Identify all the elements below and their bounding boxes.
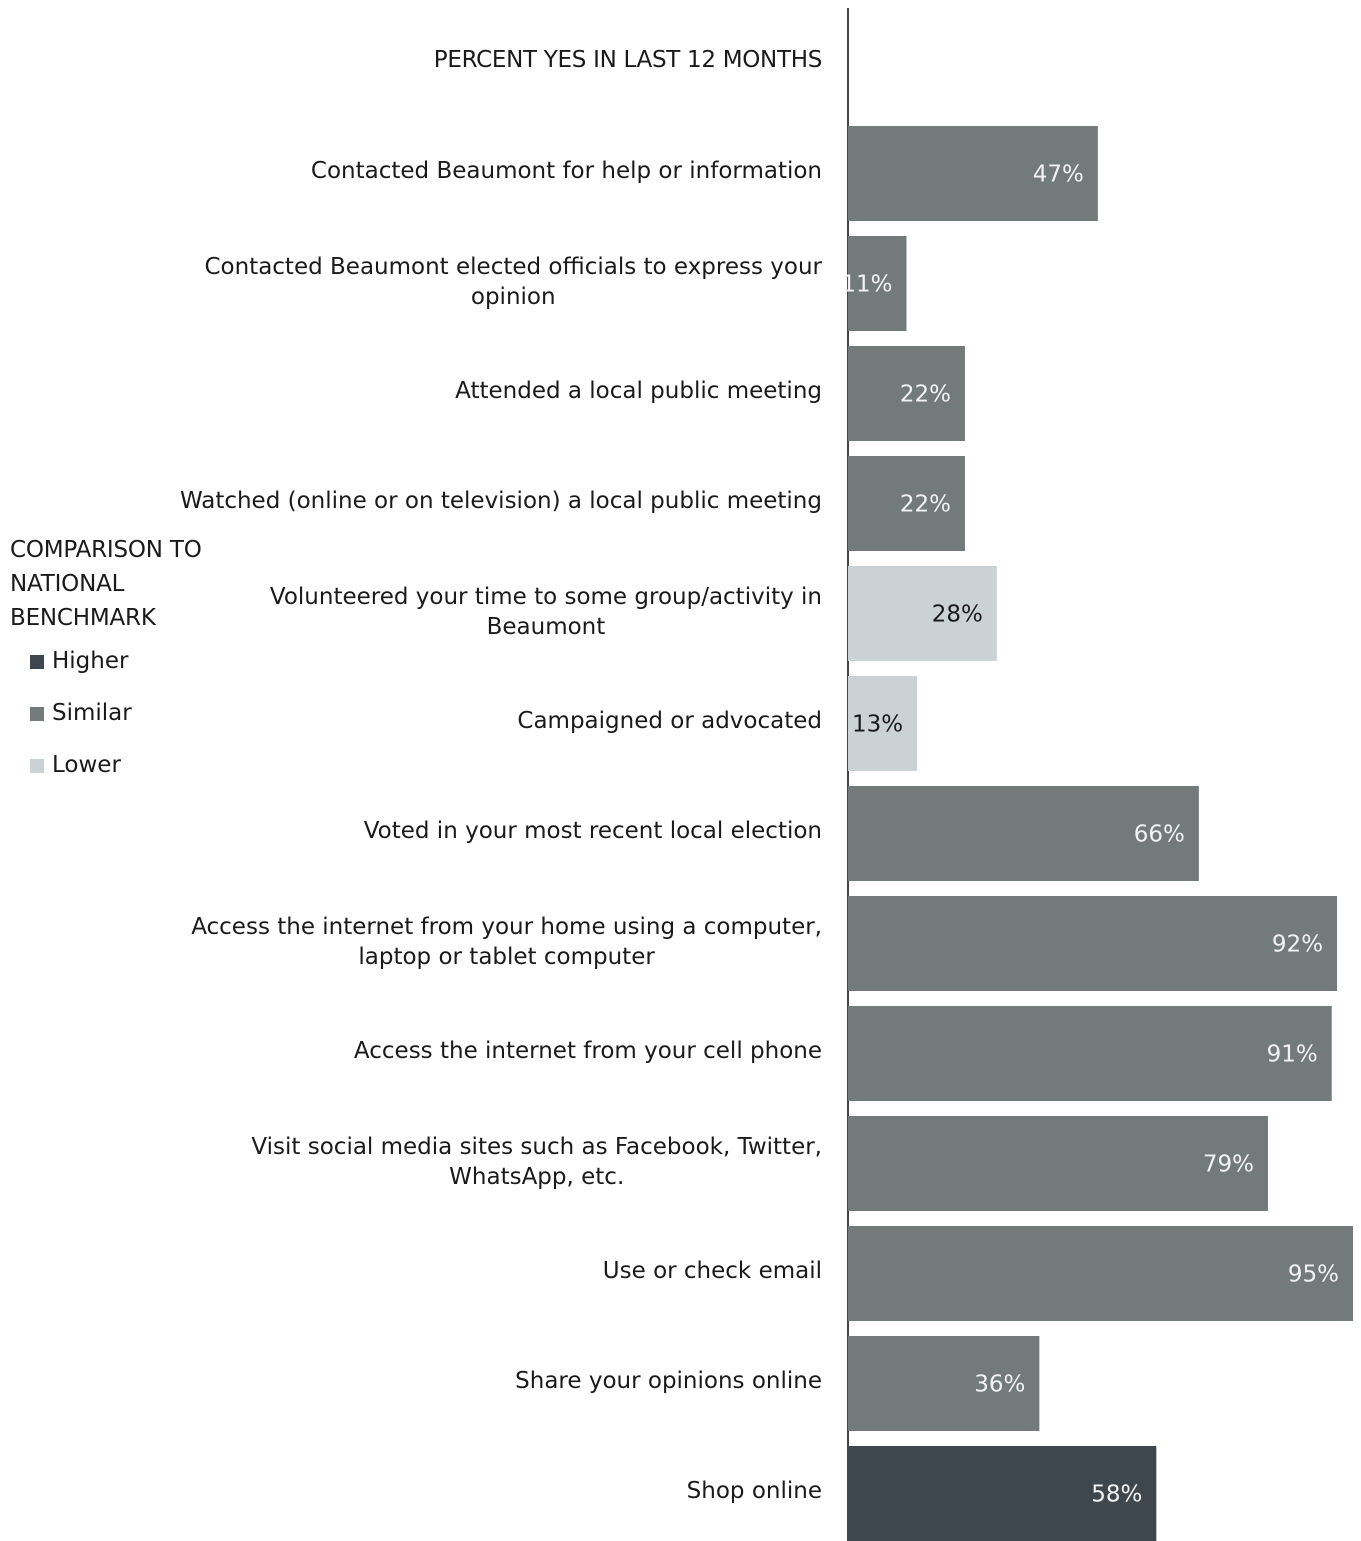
category-label-5: Volunteered your time to some group/acti… <box>270 584 822 640</box>
legend-label-lower: Lower <box>52 752 121 778</box>
bar-12 <box>848 1336 1040 1431</box>
legend-swatch-higher <box>30 655 44 669</box>
category-label-line: laptop or tablet computer <box>358 944 655 970</box>
category-labels: Contacted Beaumont for help or informati… <box>180 158 823 1504</box>
value-label-6: 13% <box>852 712 903 738</box>
category-label-11: Use or check email <box>603 1258 822 1284</box>
category-label-7: Voted in your most recent local election <box>364 818 822 844</box>
category-label-6: Campaigned or advocated <box>517 708 822 734</box>
value-label-7: 66% <box>1134 822 1185 848</box>
legend-title-line: NATIONAL <box>10 571 125 597</box>
category-label-line: Attended a local public meeting <box>455 378 822 404</box>
legend-title-line: COMPARISON TO <box>10 537 202 563</box>
value-label-1: 47% <box>1033 162 1084 188</box>
bar-10 <box>848 1116 1268 1211</box>
category-label-3: Attended a local public meeting <box>455 378 822 404</box>
value-label-12: 36% <box>974 1372 1025 1398</box>
category-label-line: Beaumont <box>487 614 606 640</box>
category-label-line: Campaigned or advocated <box>517 708 822 734</box>
category-label-10: Visit social media sites such as Faceboo… <box>251 1134 822 1190</box>
category-label-line: Volunteered your time to some group/acti… <box>270 584 822 610</box>
value-label-10: 79% <box>1203 1152 1254 1178</box>
bar-13 <box>848 1446 1157 1541</box>
value-label-9: 91% <box>1267 1042 1318 1068</box>
category-label-line: Contacted Beaumont for help or informati… <box>311 158 822 184</box>
legend-label-similar: Similar <box>52 700 132 726</box>
legend-title-line: BENCHMARK <box>10 605 156 631</box>
legend-swatch-lower <box>30 759 44 773</box>
category-label-line: Use or check email <box>603 1258 822 1284</box>
value-label-4: 22% <box>900 492 951 518</box>
bar-6 <box>848 676 918 771</box>
category-label-line: Visit social media sites such as Faceboo… <box>251 1134 822 1160</box>
category-label-1: Contacted Beaumont for help or informati… <box>311 158 822 184</box>
category-label-line: Access the internet from your home using… <box>191 914 822 940</box>
category-label-line: Share your opinions online <box>515 1368 822 1394</box>
category-label-line: Access the internet from your cell phone <box>354 1038 822 1064</box>
bar-8 <box>848 896 1338 991</box>
chart-title: PERCENT YES IN LAST 12 MONTHS <box>433 47 823 73</box>
category-label-8: Access the internet from your home using… <box>191 914 822 970</box>
bar-7 <box>848 786 1199 881</box>
bar-11 <box>848 1226 1353 1321</box>
bar-3 <box>848 346 965 441</box>
value-label-2: 11% <box>841 272 892 298</box>
category-label-4: Watched (online or on television) a loca… <box>180 488 822 514</box>
legend-item-similar: Similar <box>30 687 240 739</box>
value-labels: 47% 11% 22% 22% 28% 13% 66% 92% 91% 79% 95% 36% 58% <box>841 162 1339 1508</box>
category-label-13: Shop online <box>687 1478 822 1504</box>
category-label-9: Access the internet from your cell phone <box>354 1038 822 1064</box>
legend-title: COMPARISON TO NATIONAL BENCHMARK <box>10 533 240 635</box>
value-label-11: 95% <box>1288 1262 1339 1288</box>
category-label-2: Contacted Beaumont elected officials to … <box>204 254 822 310</box>
bar-1 <box>848 126 1098 221</box>
bar-9 <box>848 1006 1332 1101</box>
category-label-line: Contacted Beaumont elected officials to … <box>204 254 822 280</box>
category-label-line: opinion <box>471 284 556 310</box>
value-label-8: 92% <box>1272 932 1323 958</box>
value-label-5: 28% <box>932 602 983 628</box>
category-label-line: Shop online <box>687 1478 822 1504</box>
value-label-13: 58% <box>1091 1482 1142 1508</box>
bar-4 <box>848 456 965 551</box>
bar-5 <box>848 566 997 661</box>
category-label-line: Voted in your most recent local election <box>364 818 822 844</box>
category-label-line: Watched (online or on television) a loca… <box>180 488 822 514</box>
legend-item-lower: Lower <box>30 739 240 791</box>
category-label-line: WhatsApp, etc. <box>449 1164 624 1190</box>
bars <box>848 126 1353 1541</box>
bar-2 <box>848 236 907 331</box>
legend-swatch-similar <box>30 707 44 721</box>
legend-item-higher: Higher <box>30 635 240 687</box>
value-label-3: 22% <box>900 382 951 408</box>
category-label-12: Share your opinions online <box>515 1368 822 1394</box>
legend: COMPARISON TO NATIONAL BENCHMARK Higher … <box>10 533 240 791</box>
legend-label-higher: Higher <box>52 648 129 674</box>
